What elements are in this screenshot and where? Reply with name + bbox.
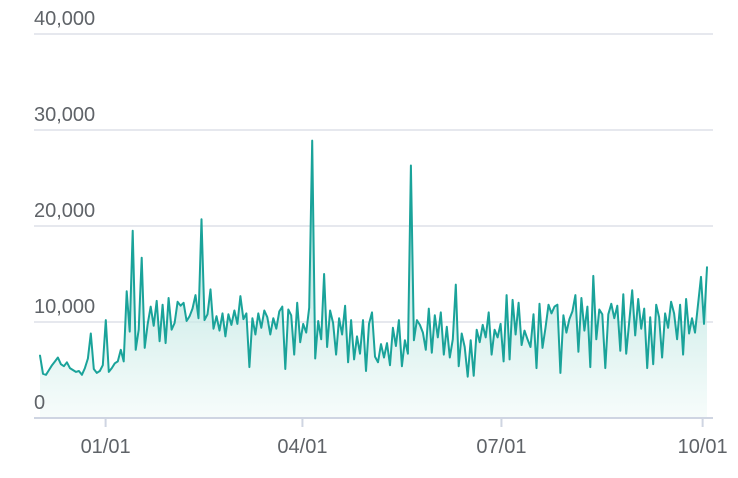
series-area [40, 140, 707, 418]
x-tick-label: 04/01 [277, 436, 327, 458]
y-tick-label: 20,000 [34, 200, 95, 222]
y-tick-label: 30,000 [34, 104, 95, 126]
gridlines [34, 33, 713, 323]
series-area-fill [40, 140, 707, 418]
x-tick-label: 10/01 [678, 436, 728, 458]
x-axis [34, 417, 713, 427]
y-tick-label: 0 [34, 392, 45, 414]
y-tick-label: 10,000 [34, 296, 95, 318]
series-line [39, 139, 708, 378]
x-tick-label: 07/01 [476, 436, 526, 458]
series-line-group [39, 139, 708, 378]
x-tick-label: 01/01 [81, 436, 131, 458]
y-tick-label: 40,000 [34, 8, 95, 30]
y-axis-labels: 0 10,000 20,000 30,000 40,000 [34, 8, 95, 414]
x-axis-labels: 01/01 04/01 07/01 10/01 [81, 436, 728, 458]
